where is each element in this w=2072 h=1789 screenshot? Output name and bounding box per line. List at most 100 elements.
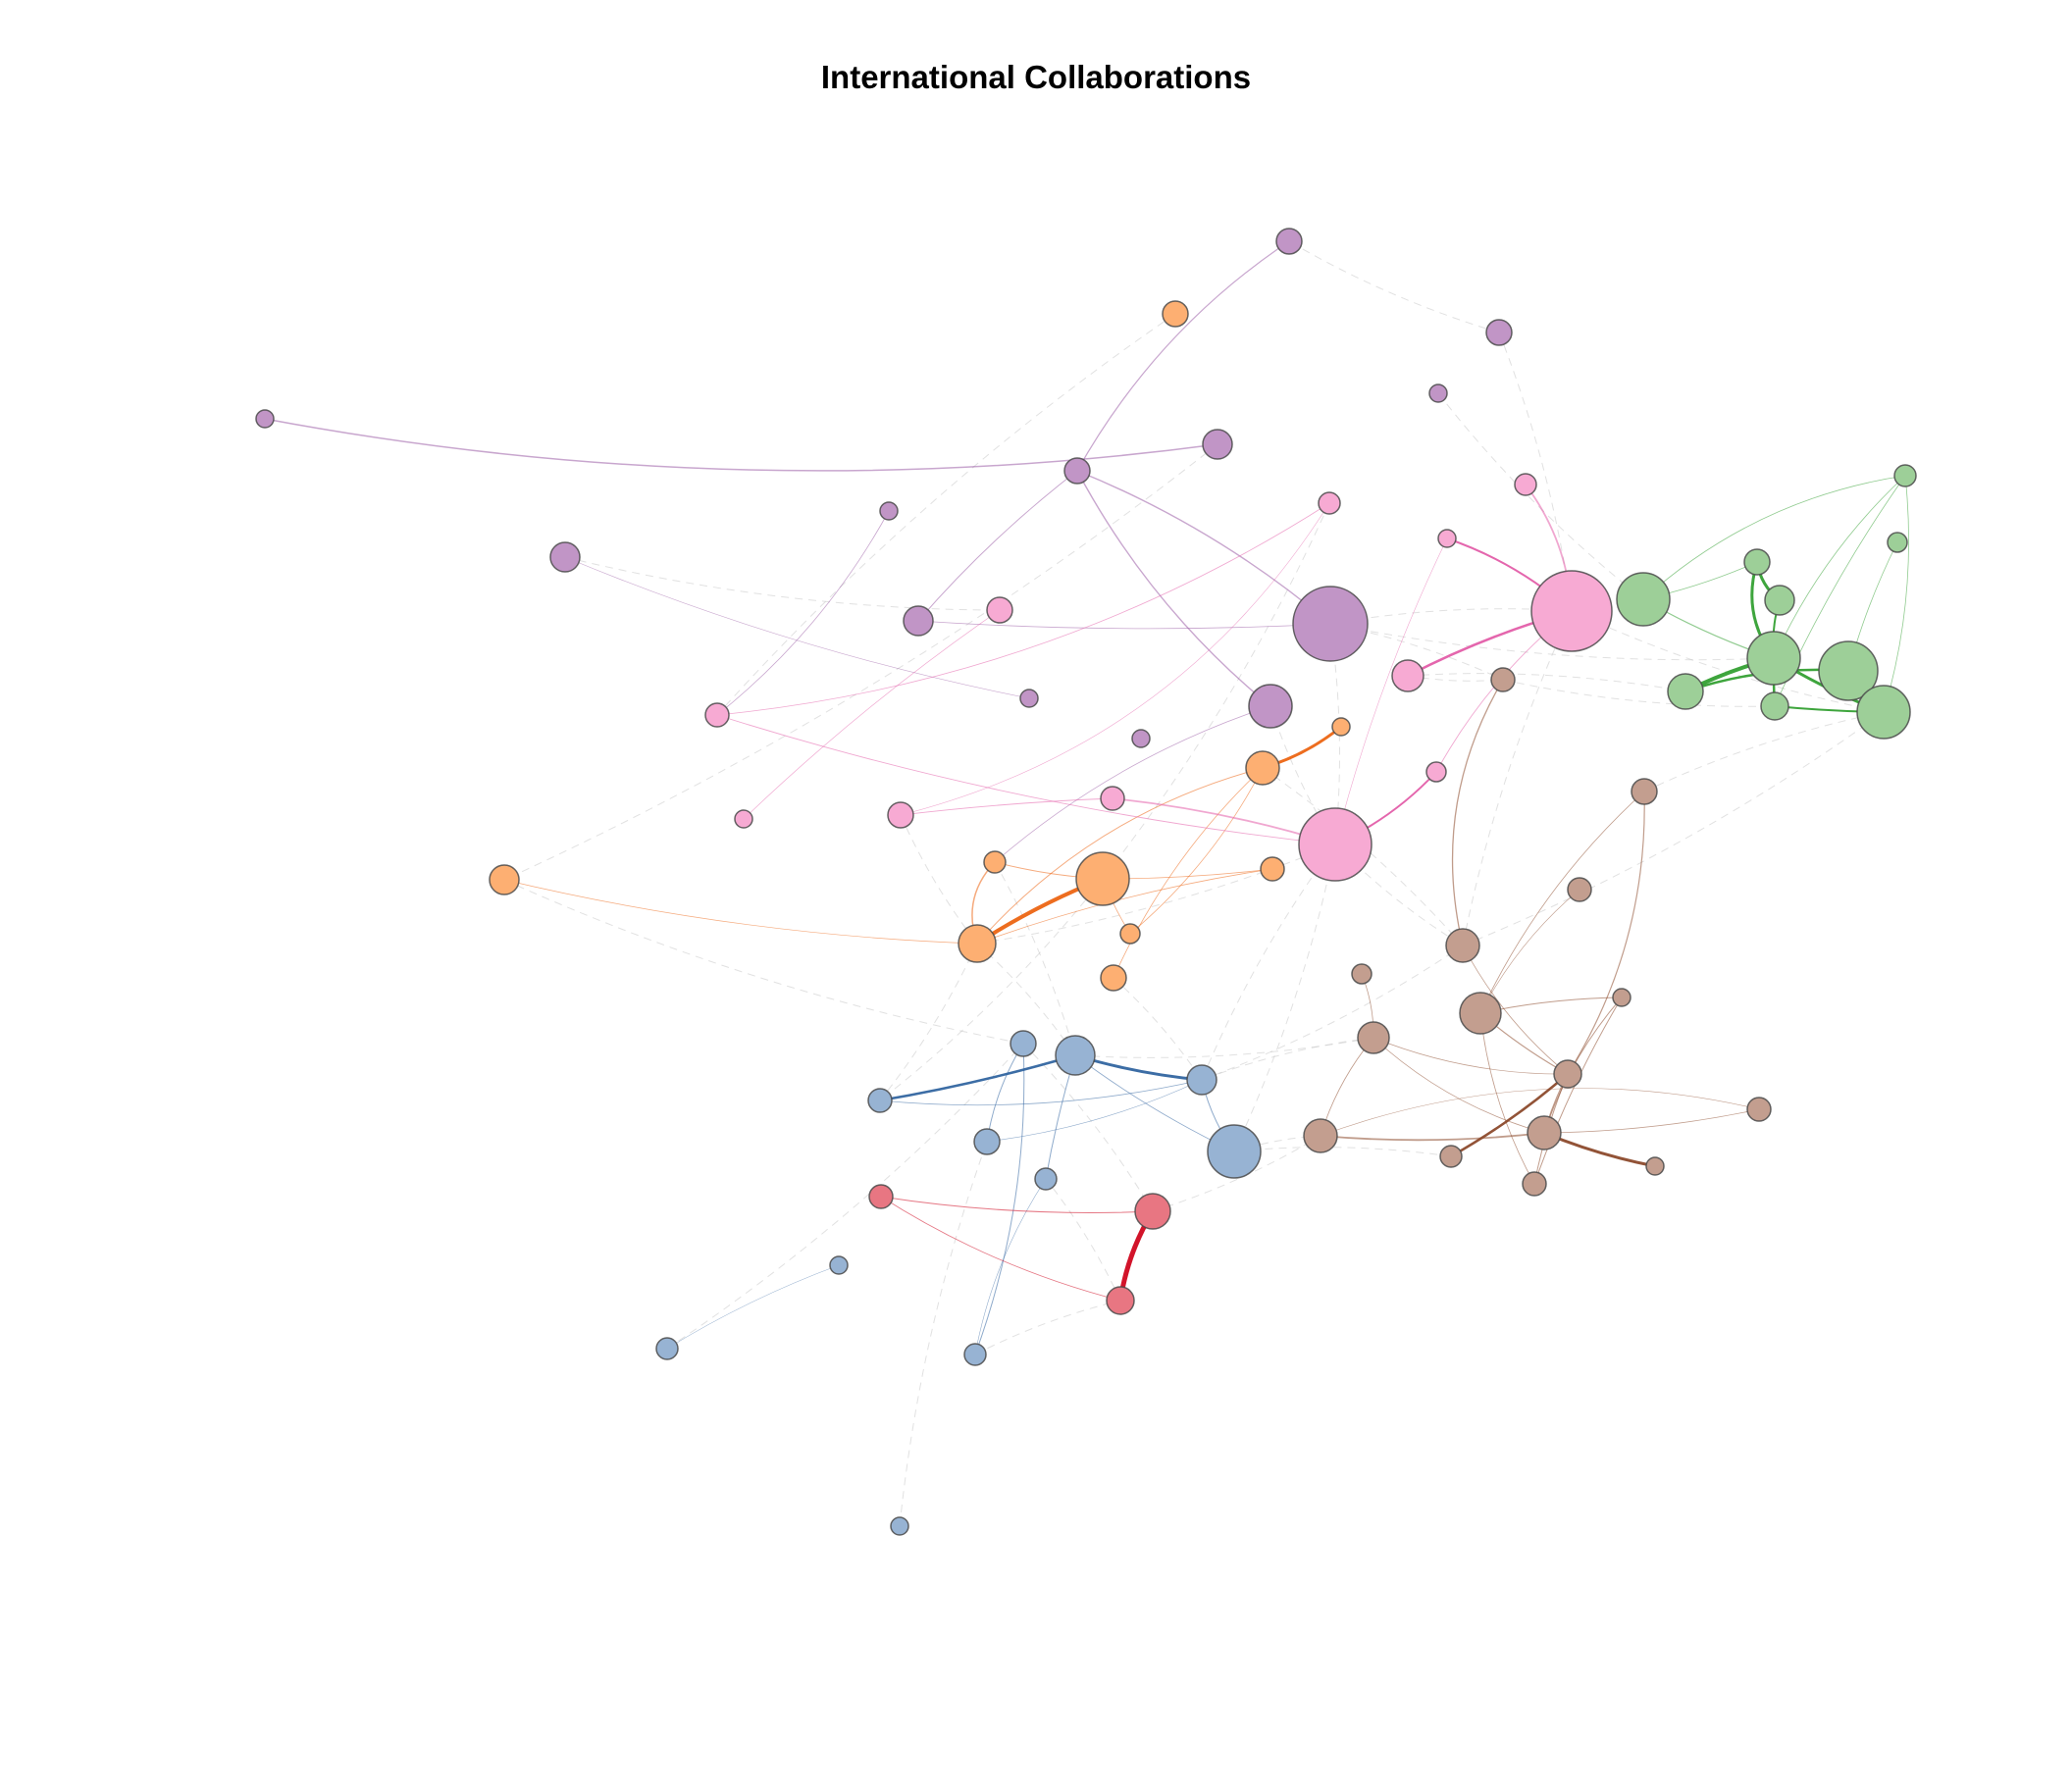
cross-edge xyxy=(899,1141,988,1527)
cross-edge xyxy=(564,556,1001,611)
node-blue xyxy=(973,1128,1001,1155)
edge-purple xyxy=(1076,240,1290,472)
node-orange xyxy=(1162,300,1189,328)
node-orange xyxy=(1100,964,1127,992)
node-orange xyxy=(983,850,1007,874)
node-pink xyxy=(1100,786,1125,811)
node-brown xyxy=(1303,1118,1338,1153)
edge-purple xyxy=(917,620,1331,630)
cross-edge xyxy=(503,879,1024,1045)
edge-brown xyxy=(1320,1132,1545,1142)
cross-edge xyxy=(1233,1135,1321,1152)
edge-blue xyxy=(666,1264,840,1350)
node-blue xyxy=(1055,1035,1096,1076)
node-green xyxy=(1818,640,1879,701)
node-brown xyxy=(1357,1021,1390,1054)
cross-edge xyxy=(1262,767,1464,946)
node-brown xyxy=(1445,928,1480,963)
edge-brown xyxy=(1373,1037,1569,1075)
node-layer xyxy=(255,228,1917,1536)
node-brown xyxy=(1439,1145,1463,1168)
node-orange xyxy=(1075,851,1130,906)
node-brown xyxy=(1631,778,1658,805)
edge-green xyxy=(1642,475,1906,600)
edge-orange xyxy=(1113,767,1264,979)
node-purple xyxy=(903,605,934,637)
edge-green xyxy=(1883,475,1909,713)
cross-edge xyxy=(1233,843,1336,1152)
edge-purple xyxy=(1076,470,1271,707)
node-blue xyxy=(1010,1030,1037,1057)
node-green xyxy=(1667,673,1704,710)
edge-pink xyxy=(1334,537,1448,845)
node-purple xyxy=(549,541,581,573)
node-brown xyxy=(1746,1097,1772,1122)
edge-blue xyxy=(878,1053,1077,1102)
cross-edge xyxy=(1288,240,1500,333)
node-brown xyxy=(1567,877,1592,902)
node-pink xyxy=(1425,761,1447,783)
node-purple xyxy=(1248,684,1293,729)
node-pink xyxy=(1437,529,1457,548)
cross-edge xyxy=(1462,711,1885,946)
cross-edge xyxy=(1102,502,1330,880)
node-green xyxy=(1856,685,1911,740)
edge-brown xyxy=(1320,1088,1760,1137)
node-purple xyxy=(1019,689,1039,708)
edge-purple xyxy=(564,556,1030,699)
edge-blue xyxy=(986,1079,1203,1143)
cross-edge xyxy=(1571,610,1885,713)
edge-brown xyxy=(1567,791,1645,1075)
cross-edge xyxy=(1502,679,1776,707)
edge-brown xyxy=(1449,1072,1570,1158)
cross-edge xyxy=(1407,673,1686,692)
node-blue xyxy=(1186,1064,1217,1096)
node-orange xyxy=(958,924,997,963)
edge-red xyxy=(880,1196,1121,1302)
node-pink xyxy=(1514,473,1537,496)
edge-pink xyxy=(900,502,1330,816)
node-blue xyxy=(829,1255,849,1275)
node-orange xyxy=(1260,856,1285,882)
cross-edge xyxy=(503,443,1218,881)
node-blue xyxy=(867,1088,893,1113)
node-purple xyxy=(1131,729,1151,748)
edge-red xyxy=(880,1196,1154,1213)
node-brown xyxy=(1459,992,1502,1035)
cross-edge xyxy=(1113,977,1203,1081)
edge-pink xyxy=(716,714,1336,845)
edge-purple xyxy=(716,510,890,716)
edge-purple xyxy=(917,470,1078,622)
node-blue xyxy=(890,1516,909,1536)
cross-edge xyxy=(666,1043,1024,1350)
edge-purple xyxy=(994,705,1271,863)
node-green xyxy=(1616,572,1671,627)
edge-orange xyxy=(976,868,1273,945)
node-brown xyxy=(1527,1115,1562,1150)
edge-brown xyxy=(1479,791,1645,1014)
node-green xyxy=(1746,631,1801,686)
cross-edge xyxy=(1233,1147,1452,1157)
node-pink xyxy=(1298,807,1373,882)
cross-edge xyxy=(716,313,1176,716)
edge-brown xyxy=(1543,1108,1760,1134)
edge-brown xyxy=(1479,889,1580,1014)
node-green xyxy=(1743,548,1771,576)
cross-edge xyxy=(1437,392,1644,600)
edge-orange xyxy=(1129,767,1264,935)
cross-edge xyxy=(994,861,1076,1056)
node-red xyxy=(1134,1193,1171,1230)
cross-edge xyxy=(879,943,978,1101)
cross-edge xyxy=(900,814,978,945)
node-red xyxy=(868,1184,894,1209)
node-red xyxy=(1106,1286,1135,1315)
cross-edge xyxy=(1643,711,1885,792)
edge-green xyxy=(1773,475,1906,659)
node-pink xyxy=(1318,491,1341,515)
node-blue xyxy=(655,1337,679,1360)
node-orange xyxy=(1119,923,1141,945)
node-green xyxy=(1893,464,1917,487)
edge-blue xyxy=(974,1043,1025,1355)
